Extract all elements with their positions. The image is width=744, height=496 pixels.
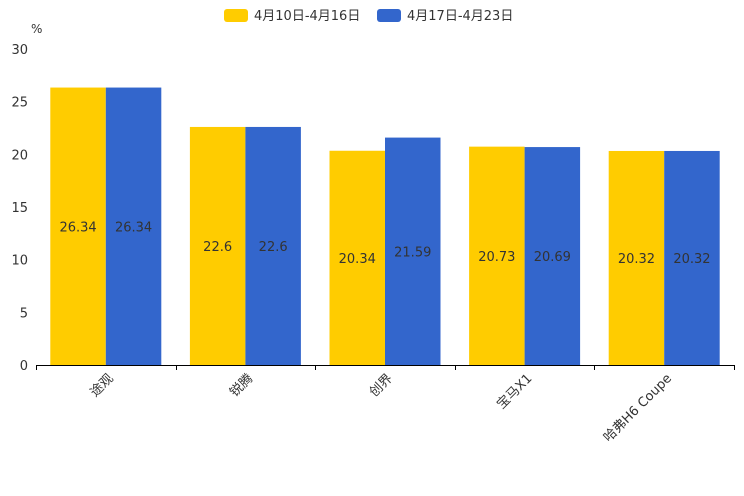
y-tick-label-6: 30 (11, 43, 28, 58)
data-label-s2-1: 22.6 (259, 240, 288, 255)
data-label-s1-3: 20.73 (478, 250, 515, 265)
bar-s1-1[interactable] (189, 126, 246, 366)
x-category-label-2: 创界 (367, 371, 396, 400)
bar-s1-4[interactable] (608, 150, 665, 365)
data-label-s2-3: 20.69 (534, 250, 571, 265)
bar-s1-0[interactable] (50, 87, 106, 365)
legend-label-series-2[interactable]: 4月17日-4月23日 (407, 9, 513, 24)
data-label-s1-2: 20.34 (339, 252, 376, 267)
legend-swatch-series-2[interactable] (377, 9, 401, 22)
y-axis-unit-label: % (31, 22, 42, 36)
y-axis: 0 5 10 15 20 25 30 (11, 43, 28, 374)
legend-label-series-1[interactable]: 4月10日-4月16日 (254, 9, 360, 24)
data-label-s1-4: 20.32 (618, 252, 655, 267)
x-category-label-0: 途观 (87, 371, 117, 401)
x-category-label-4: 哈弗H6 Coupe (601, 371, 675, 445)
bar-s1-3[interactable] (469, 146, 525, 365)
bar-s2-0[interactable] (105, 87, 162, 365)
x-category-label-3: 宝马X1 (494, 371, 535, 412)
y-tick-label-0: 0 (20, 359, 28, 374)
x-category-label-1: 锐腾 (227, 371, 257, 401)
data-label-s2-2: 21.59 (394, 245, 431, 260)
legend-swatch-series-1[interactable] (224, 9, 248, 22)
y-tick-label-5: 25 (11, 96, 28, 111)
bars (50, 87, 720, 366)
bar-s1-2[interactable] (329, 150, 386, 365)
data-label-s1-1: 22.6 (203, 240, 232, 255)
y-tick-label-3: 15 (11, 201, 28, 216)
bar-s2-3[interactable] (524, 147, 581, 365)
data-labels: 26.34 26.34 22.6 22.6 20.34 21.59 20.73 20.69 20… (59, 220, 710, 267)
y-tick-label-4: 20 (11, 148, 28, 163)
data-label-s2-0: 26.34 (115, 220, 152, 235)
data-label-s1-0: 26.34 (59, 220, 96, 235)
data-label-s2-4: 20.32 (673, 252, 710, 267)
bar-s2-4[interactable] (664, 150, 720, 365)
y-tick-label-2: 10 (11, 254, 28, 269)
legend: 4月10日-4月16日 4月17日-4月23日 (224, 9, 513, 24)
bar-s2-2[interactable] (385, 137, 441, 365)
bar-s2-1[interactable] (245, 126, 301, 366)
y-tick-label-1: 5 (20, 306, 28, 321)
x-axis: 途观 锐腾 创界 宝马X1 哈弗H6 Coupe (36, 365, 735, 445)
